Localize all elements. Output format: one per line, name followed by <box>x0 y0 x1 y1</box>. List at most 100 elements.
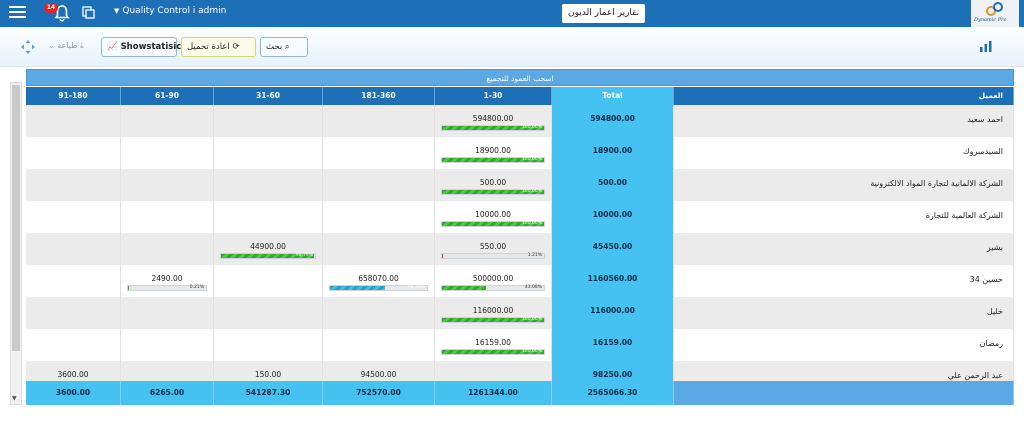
percent-bar-fill <box>442 318 544 322</box>
chart-icon: 📈 <box>107 42 118 52</box>
cell-1-30: 594800.00 100.00% <box>435 105 552 137</box>
search-label: بحث <box>266 42 283 52</box>
header-client[interactable]: العميل <box>674 87 1014 105</box>
header-total[interactable]: Total <box>552 87 674 105</box>
cell-31-60 <box>214 329 323 361</box>
cell-client: بشير <box>674 233 1014 265</box>
debt-aging-grid: ▼ اسحب العمود للتجميع 91-180 61-90 31-60… <box>10 69 1019 421</box>
cell-181-360 <box>323 201 435 233</box>
header-61-90[interactable]: 61-90 <box>121 87 214 105</box>
percent-bar: 100.00% <box>441 349 545 355</box>
cell-1-30: 16159.00 100.00% <box>435 329 552 361</box>
percent-label: 100.00% <box>521 125 542 130</box>
vertical-scrollbar[interactable]: ▼ <box>10 82 22 405</box>
user-label: Quality Control i admin <box>122 6 227 16</box>
percent-label: 100.00% <box>521 189 542 194</box>
cell-181-360 <box>323 329 435 361</box>
column-headers: 91-180 61-90 31-60 181-360 1-30 Total ال… <box>26 87 1014 105</box>
table-row[interactable]: 44900.00 98.79% 550.00 1.21% 45450.00 بشير <box>26 233 1014 265</box>
cell-value: 18900.00 <box>592 146 633 155</box>
cell-31-60 <box>214 169 323 201</box>
caret-down-icon: ▼ <box>114 7 120 15</box>
scroll-down-icon[interactable]: ▼ <box>12 395 17 402</box>
totals-row: 3600.00 6265.00 541287.30 752570.00 1261… <box>26 381 1014 405</box>
header-1-30[interactable]: 1-30 <box>435 87 552 105</box>
total-61-90: 6265.00 <box>121 381 214 405</box>
table-row[interactable]: 500.00 100.00% 500.00 الشركة الالمانية لتجا… <box>26 169 1014 201</box>
print-button[interactable]: ⌄ طباعة ⤓ <box>48 41 84 51</box>
cell-181-360: 658070.00 56.70% <box>323 265 435 297</box>
cell-value: السيدمبروك <box>963 147 1003 156</box>
copy-icon[interactable] <box>82 6 95 19</box>
cell-31-60: 150.00 <box>214 361 323 381</box>
table-row[interactable]: 10000.00 100.00% 10000.00 الشركة العالمية ل… <box>26 201 1014 233</box>
tab-debt-aging-report[interactable]: تقارير اعمار الديون <box>562 4 646 23</box>
cell-31-60: 44900.00 98.79% <box>214 233 323 265</box>
header-91-180[interactable]: 91-180 <box>26 87 121 105</box>
close-tab-icon[interactable]: x <box>634 6 640 17</box>
chevron-down-icon: ⌄ <box>48 41 55 50</box>
cell-31-60 <box>214 201 323 233</box>
reload-label: اعادة تحميل <box>187 42 230 52</box>
percent-label: 100.00% <box>521 349 542 354</box>
cell-value: 594800.00 <box>590 114 635 123</box>
cell-61-90 <box>121 233 214 265</box>
cell-value: 2490.00 <box>151 274 183 283</box>
cell-value: احمد سعيد <box>967 115 1003 124</box>
header-31-60[interactable]: 31-60 <box>214 87 323 105</box>
scrollbar-thumb[interactable] <box>12 85 20 351</box>
cell-value: 116000.00 <box>472 306 514 315</box>
percent-bar-fill <box>128 286 129 290</box>
header-181-360[interactable]: 181-360 <box>323 87 435 105</box>
reload-button[interactable]: اعادة تحميل ⟳ <box>181 37 256 57</box>
table-row[interactable]: 2490.00 0.21% 658070.00 56.70% 500000.00 43.0… <box>26 265 1014 297</box>
cell-value: 658070.00 <box>358 274 399 283</box>
cell-91-180 <box>26 137 121 169</box>
move-icon[interactable] <box>21 40 35 54</box>
cell-1-30: 18900.00 100.00% <box>435 137 552 169</box>
percent-bar-fill <box>442 222 544 226</box>
cell-total: 116000.00 <box>552 297 674 329</box>
percent-label: 100.00% <box>521 221 542 226</box>
percent-label: 1.21% <box>527 253 542 258</box>
cell-value: 150.00 <box>254 370 282 379</box>
cell-client: رمضان <box>674 329 1014 361</box>
cell-61-90 <box>121 201 214 233</box>
percent-bar-fill <box>442 190 544 194</box>
cell-61-90 <box>121 169 214 201</box>
percent-bar: 100.00% <box>441 221 545 227</box>
table-row[interactable]: 18900.00 100.00% 18900.00 السيدمبروك <box>26 137 1014 169</box>
logo-text: Dynamic Pro <box>974 17 1007 23</box>
cell-value: 550.00 <box>479 242 507 251</box>
search-button[interactable]: بحث ⌕ <box>260 37 308 57</box>
cell-181-360 <box>323 105 435 137</box>
table-row[interactable]: 116000.00 100.00% 116000.00 خليل <box>26 297 1014 329</box>
percent-bar: 56.70% <box>329 285 428 291</box>
showstatistic-button[interactable]: 📈 Showstatisic <box>101 37 181 57</box>
cell-91-180 <box>26 329 121 361</box>
bell-icon[interactable] <box>53 4 71 22</box>
report-chart-icon[interactable] <box>979 40 993 53</box>
table-row[interactable]: 3600.00 150.00 94500.00 98250.00 عبد الرحمن … <box>26 361 1014 381</box>
percent-bar-fill <box>442 254 444 258</box>
table-row[interactable]: 594800.00 100.00% 594800.00 احمد سعيد <box>26 105 1014 137</box>
table-row[interactable]: 16159.00 100.00% 16159.00 رمضان <box>26 329 1014 361</box>
menu-icon[interactable] <box>9 5 26 19</box>
percent-bar-fill <box>442 158 544 162</box>
percent-label: 100.00% <box>521 317 542 322</box>
cell-91-180: 3600.00 <box>26 361 121 381</box>
logo-icon <box>986 2 1003 16</box>
percent-bar-fill <box>330 286 385 290</box>
user-menu[interactable]: ▼ Quality Control i admin <box>114 6 226 16</box>
top-navbar: 14 ▼ Quality Control i admin تقارير اعمار… <box>0 0 1024 27</box>
cell-value: 98250.00 <box>592 370 633 379</box>
group-by-panel[interactable]: اسحب العمود للتجميع <box>26 69 1014 86</box>
cell-value: الشركة العالمية للتجارة <box>925 211 1003 220</box>
cell-value: الشركة الالمانية لتجارة المواد الالكترون… <box>870 179 1003 188</box>
percent-label: 98.79% <box>295 253 313 258</box>
cell-value: عبد الرحمن علي <box>947 371 1003 380</box>
total-91-180: 3600.00 <box>26 381 121 405</box>
cell-value: 500000.00 <box>472 274 514 283</box>
cell-1-30: 550.00 1.21% <box>435 233 552 265</box>
percent-bar-fill <box>442 126 544 130</box>
